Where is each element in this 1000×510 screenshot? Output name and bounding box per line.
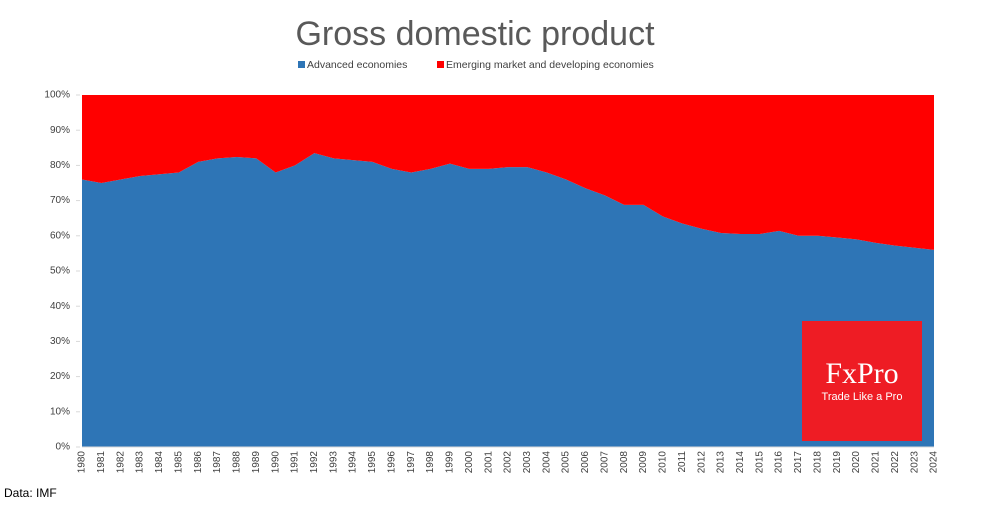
y-tick-label: 100%	[44, 90, 70, 101]
logo-box	[802, 321, 922, 441]
x-tick-label: 1994	[348, 451, 359, 474]
x-tick-label: 1982	[115, 451, 126, 474]
x-tick-label: 2016	[774, 451, 785, 474]
legend-label: Advanced economies	[307, 59, 407, 71]
y-tick-label: 20%	[50, 371, 70, 382]
chart-title: Gross domestic product	[295, 15, 655, 53]
x-tick-label: 2011	[677, 451, 688, 473]
x-tick-label: 1981	[96, 451, 107, 474]
y-tick-label: 0%	[56, 442, 71, 453]
x-tick-label: 1985	[173, 451, 184, 474]
x-tick-label: 2000	[464, 451, 475, 474]
x-tick-label: 1987	[212, 451, 223, 474]
x-tick-label: 1998	[425, 451, 436, 474]
x-tick-label: 1996	[386, 451, 397, 474]
x-tick-label: 2012	[696, 451, 707, 474]
y-tick-label: 70%	[50, 195, 70, 206]
x-tick-label: 2015	[754, 451, 765, 474]
x-tick-label: 1983	[135, 451, 146, 474]
area	[82, 95, 934, 250]
x-tick-label: 1999	[445, 451, 456, 474]
x-tick-label: 2019	[832, 451, 843, 474]
y-tick-label: 40%	[50, 301, 70, 312]
x-tick-label: 2006	[580, 451, 591, 474]
x-tick-label: 1997	[406, 451, 417, 474]
logo: FxPro Trade Like a Pro	[802, 321, 922, 441]
logo-tagline: Trade Like a Pro	[822, 391, 903, 403]
y-tick-label: 60%	[50, 230, 70, 241]
x-tick-label: 2001	[483, 451, 494, 474]
x-tick-label: 2007	[599, 451, 610, 474]
x-tick-label: 1995	[367, 451, 378, 474]
x-tick-label: 2009	[638, 451, 649, 474]
x-tick-label: 2010	[658, 451, 669, 474]
x-tick-label: 1984	[154, 451, 165, 474]
source-note: Data: IMF	[4, 486, 57, 500]
x-tick-label: 2002	[503, 451, 514, 474]
x-tick-label: 2020	[851, 451, 862, 474]
x-tick-label: 1993	[328, 451, 339, 474]
x-tick-label: 2013	[716, 451, 727, 474]
x-tick-label: 1989	[251, 451, 262, 474]
x-tick-label: 2008	[619, 451, 630, 474]
x-tick-label: 1980	[77, 451, 88, 474]
legend-label: Emerging market and developing economies	[446, 59, 654, 71]
y-tick-label: 30%	[50, 336, 70, 347]
x-tick-label: 1992	[309, 451, 320, 474]
area	[82, 153, 934, 447]
x-tick-label: 2003	[522, 451, 533, 474]
x-tick-label: 1988	[232, 451, 243, 474]
plot-area	[82, 95, 934, 447]
x-tick-label: 2018	[812, 451, 823, 474]
legend-swatch	[298, 61, 305, 68]
x-tick-label: 1986	[193, 451, 204, 474]
y-tick-label: 80%	[50, 160, 70, 171]
y-tick-label: 10%	[50, 406, 70, 417]
x-tick-label: 2004	[541, 451, 552, 474]
x-tick-label: 1991	[290, 451, 301, 474]
x-tick-label: 2024	[929, 451, 940, 474]
x-tick-label: 1990	[270, 451, 281, 474]
logo-name: FxPro	[825, 357, 898, 390]
legend-swatch	[437, 61, 444, 68]
x-tick-label: 2017	[793, 451, 804, 474]
x-tick-label: 2014	[735, 451, 746, 474]
x-tick-label: 2022	[890, 451, 901, 474]
y-tick-label: 50%	[50, 266, 70, 277]
x-tick-label: 2005	[561, 451, 572, 474]
x-tick-label: 2023	[909, 451, 920, 474]
x-tick-label: 2021	[871, 451, 882, 474]
y-tick-label: 90%	[50, 125, 70, 136]
